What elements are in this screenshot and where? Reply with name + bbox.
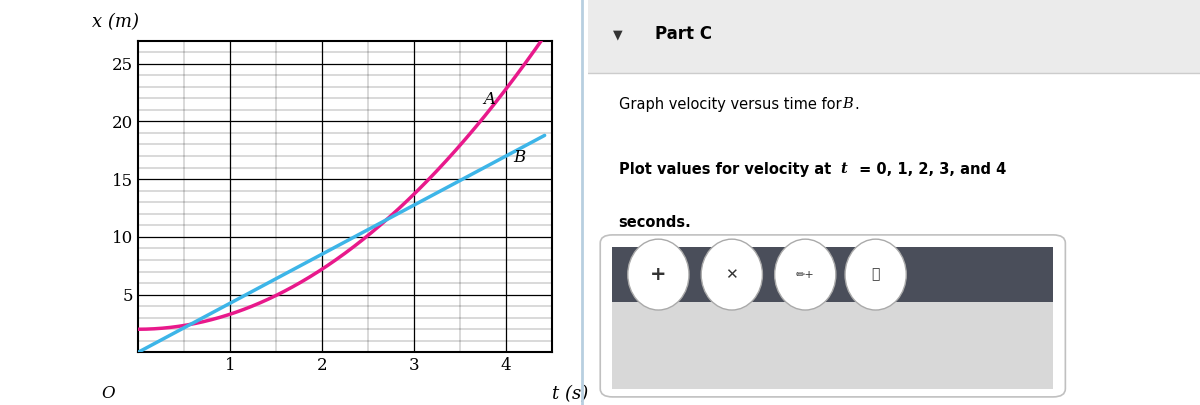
Text: O: O xyxy=(102,385,115,402)
Text: Part C: Part C xyxy=(655,26,713,43)
Text: Plot values for velocity at: Plot values for velocity at xyxy=(619,162,836,177)
Text: A: A xyxy=(482,91,496,108)
FancyBboxPatch shape xyxy=(600,235,1066,397)
Text: 🗑: 🗑 xyxy=(871,268,880,281)
Text: B: B xyxy=(514,149,526,166)
Bar xyxy=(612,302,1054,389)
Text: .: . xyxy=(854,97,859,112)
Text: ✏+: ✏+ xyxy=(796,270,815,279)
Text: +: + xyxy=(650,265,667,284)
Ellipse shape xyxy=(775,239,836,310)
Text: B: B xyxy=(842,97,853,111)
Ellipse shape xyxy=(845,239,906,310)
Bar xyxy=(588,0,1200,73)
Text: ✕: ✕ xyxy=(726,267,738,282)
Ellipse shape xyxy=(701,239,762,310)
Text: ▼: ▼ xyxy=(612,28,622,41)
Text: = 0, 1, 2, 3, and 4: = 0, 1, 2, 3, and 4 xyxy=(854,162,1007,177)
Bar xyxy=(612,247,1054,302)
Text: Graph velocity versus time for: Graph velocity versus time for xyxy=(619,97,846,112)
Text: x (m): x (m) xyxy=(92,13,139,31)
Ellipse shape xyxy=(628,239,689,310)
Text: seconds.: seconds. xyxy=(619,215,691,230)
Text: t: t xyxy=(841,162,847,176)
Text: t (s): t (s) xyxy=(552,385,588,403)
